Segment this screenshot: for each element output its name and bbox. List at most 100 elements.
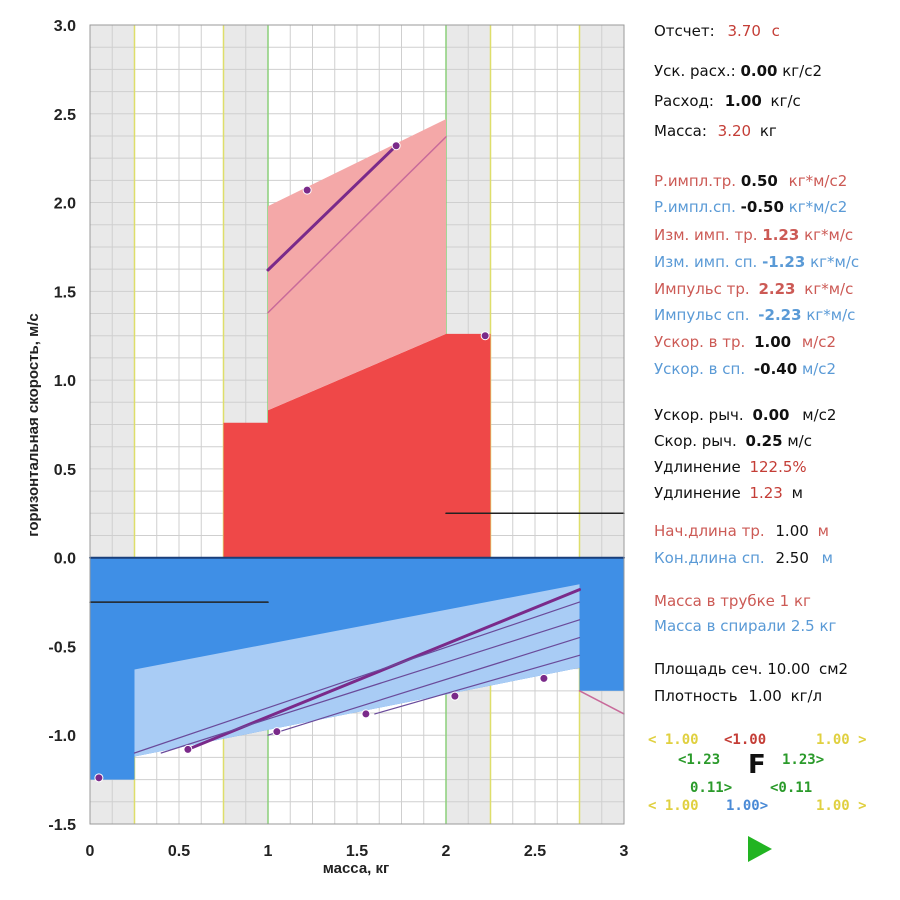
y-tick-label: -1.0 <box>48 728 76 745</box>
p-tr-row: Импульс тр. 2.23 кг*м/с <box>654 280 853 298</box>
x-tick-label: 2.5 <box>524 843 546 860</box>
end-len-unit: м <box>821 549 833 567</box>
area-series-3 <box>134 584 580 757</box>
r-tr-value: 0.50 <box>740 172 778 190</box>
p-tr-label: Импульс тр. <box>654 280 750 298</box>
a-tr-label: Ускор. в тр. <box>654 333 746 351</box>
area-series <box>90 119 624 780</box>
acc-label: Уск. расх.: <box>654 62 736 80</box>
start-len-value: 1.00 <box>775 522 809 540</box>
report-label: Отсчет: <box>654 22 715 40</box>
report-row: Отсчет: 3.70 с <box>654 22 780 40</box>
a-sp-value: -0.40 <box>753 360 798 378</box>
vec-r2a: <1.23 <box>678 752 721 768</box>
y-tick-label: 2.5 <box>54 107 76 124</box>
mass-row: Масса: 3.20 кг <box>654 122 777 140</box>
area-series-0 <box>223 333 491 558</box>
data-point <box>450 691 460 701</box>
data-markers <box>94 141 549 783</box>
d-tr-row: Изм. имп. тр. 1.23 кг*м/с <box>654 226 853 244</box>
line-series-4 <box>160 619 581 754</box>
y-tick-label: -0.5 <box>48 639 76 656</box>
p-sp-unit: кг*м/с <box>806 306 856 324</box>
vec-r1c: 1.00 > <box>816 732 867 748</box>
x-tick-label: 3 <box>620 843 629 860</box>
d-sp-unit: кг*м/с <box>810 253 860 271</box>
flow-unit: кг/с <box>770 92 801 110</box>
acc-row: Уск. расх.: 0.00 кг/с2 <box>654 62 822 80</box>
play-icon[interactable] <box>748 836 772 862</box>
ext-pct-row: Удлинение 122.5% <box>654 458 807 476</box>
y-tick-label: -1.5 <box>48 817 76 834</box>
info-panel: Отсчет: 3.70 с Уск. расх.: 0.00 кг/с2 Ра… <box>640 0 900 900</box>
acc-unit: кг/с2 <box>782 62 823 80</box>
line-series-0 <box>266 144 398 272</box>
start-len-unit: м <box>817 522 829 540</box>
data-point <box>480 331 490 341</box>
y-tick-label: 1.0 <box>54 373 76 390</box>
d-tr-unit: кг*м/с <box>804 226 854 244</box>
a-tr-row: Ускор. в тр. 1.00 м/с2 <box>654 333 836 351</box>
lever-acc-value: 0.00 <box>752 406 790 424</box>
acc-value: 0.00 <box>740 62 778 80</box>
vec-r4b: 1.00> <box>726 798 769 814</box>
y-tick-label: 3.0 <box>54 18 76 35</box>
line-series-3 <box>133 601 581 754</box>
end-len-row: Кон.длина сп. 2.50 м <box>654 549 833 567</box>
line-series-5 <box>267 636 581 736</box>
line-series-2 <box>186 588 581 751</box>
lever-acc-label: Ускор. рыч. <box>654 406 744 424</box>
d-sp-label: Изм. имп. сп. <box>654 253 758 271</box>
area-series-1 <box>268 119 446 411</box>
a-tr-value: 1.00 <box>754 333 792 351</box>
ext-m-unit: м <box>791 484 803 502</box>
y-tick-labels: 3.0 2.5 2.0 1.5 1.0 0.5 0.0 -0.5 -1.0 -1.5 <box>48 18 76 834</box>
data-point <box>183 744 193 754</box>
p-sp-row: Импульс сп. -2.23 кг*м/с <box>654 306 855 324</box>
mass-tube: Масса в трубке 1 кг <box>654 592 811 610</box>
r-sp-unit: кг*м/с2 <box>788 198 848 216</box>
a-sp-unit: м/с2 <box>801 360 837 378</box>
end-len-value: 2.50 <box>775 549 809 567</box>
flow-row: Расход: 1.00 кг/с <box>654 92 801 110</box>
plot-frame <box>89 24 625 825</box>
d-sp-row: Изм. имп. сп. -1.23 кг*м/с <box>654 253 859 271</box>
lever-acc-unit: м/с2 <box>802 406 837 424</box>
vec-r4a: < 1.00 <box>648 798 699 814</box>
d-tr-label: Изм. имп. тр. <box>654 226 758 244</box>
p-sp-value: -2.23 <box>758 306 802 324</box>
x-tick-label: 0 <box>86 843 95 860</box>
p-sp-label: Импульс сп. <box>654 306 750 324</box>
report-unit: с <box>771 22 780 40</box>
mass-spiral: Масса в спирали 2.5 кг <box>654 617 837 635</box>
vec-r1b: <1.00 <box>724 732 767 748</box>
r-tr-label: Р.импл.тр. <box>654 172 737 190</box>
y-tick-label: 1.5 <box>54 284 76 301</box>
start-len-row: Нач.длина тр. 1.00 м <box>654 522 829 540</box>
end-len-label: Кон.длина сп. <box>654 549 765 567</box>
data-point <box>94 773 104 783</box>
vec-r4c: 1.00 > <box>816 798 867 814</box>
line-series-1 <box>267 136 447 314</box>
area-unit: см2 <box>818 660 849 678</box>
density-row: Плотность 1.00 кг/л <box>654 687 822 705</box>
r-tr-row: Р.импл.тр. 0.50 кг*м/с2 <box>654 172 847 190</box>
p-tr-value: 2.23 <box>758 280 796 298</box>
a-sp-row: Ускор. в сп. -0.40 м/с2 <box>654 360 836 378</box>
chart: 3.0 2.5 2.0 1.5 1.0 0.5 0.0 -0.5 -1.0 -1.5 0 0.5 1 1… <box>25 18 629 877</box>
vec-r3b: <0.11 <box>770 780 813 796</box>
data-point <box>302 185 312 195</box>
a-tr-unit: м/с2 <box>801 333 837 351</box>
lever-vel-row: Скор. рыч. 0.25 м/с <box>654 432 812 450</box>
data-point <box>539 673 549 683</box>
d-tr-value: 1.23 <box>762 226 800 244</box>
y-tick-label: 0.0 <box>54 551 76 568</box>
d-sp-value: -1.23 <box>762 253 806 271</box>
y-tick-label: 2.0 <box>54 196 76 213</box>
vec-r2b: 1.23> <box>782 752 825 768</box>
data-point <box>361 709 371 719</box>
ext-m-row: Удлинение 1.23 м <box>654 484 803 502</box>
flow-label: Расход: <box>654 92 714 110</box>
data-point <box>391 141 401 151</box>
report-value: 3.70 <box>727 22 761 40</box>
